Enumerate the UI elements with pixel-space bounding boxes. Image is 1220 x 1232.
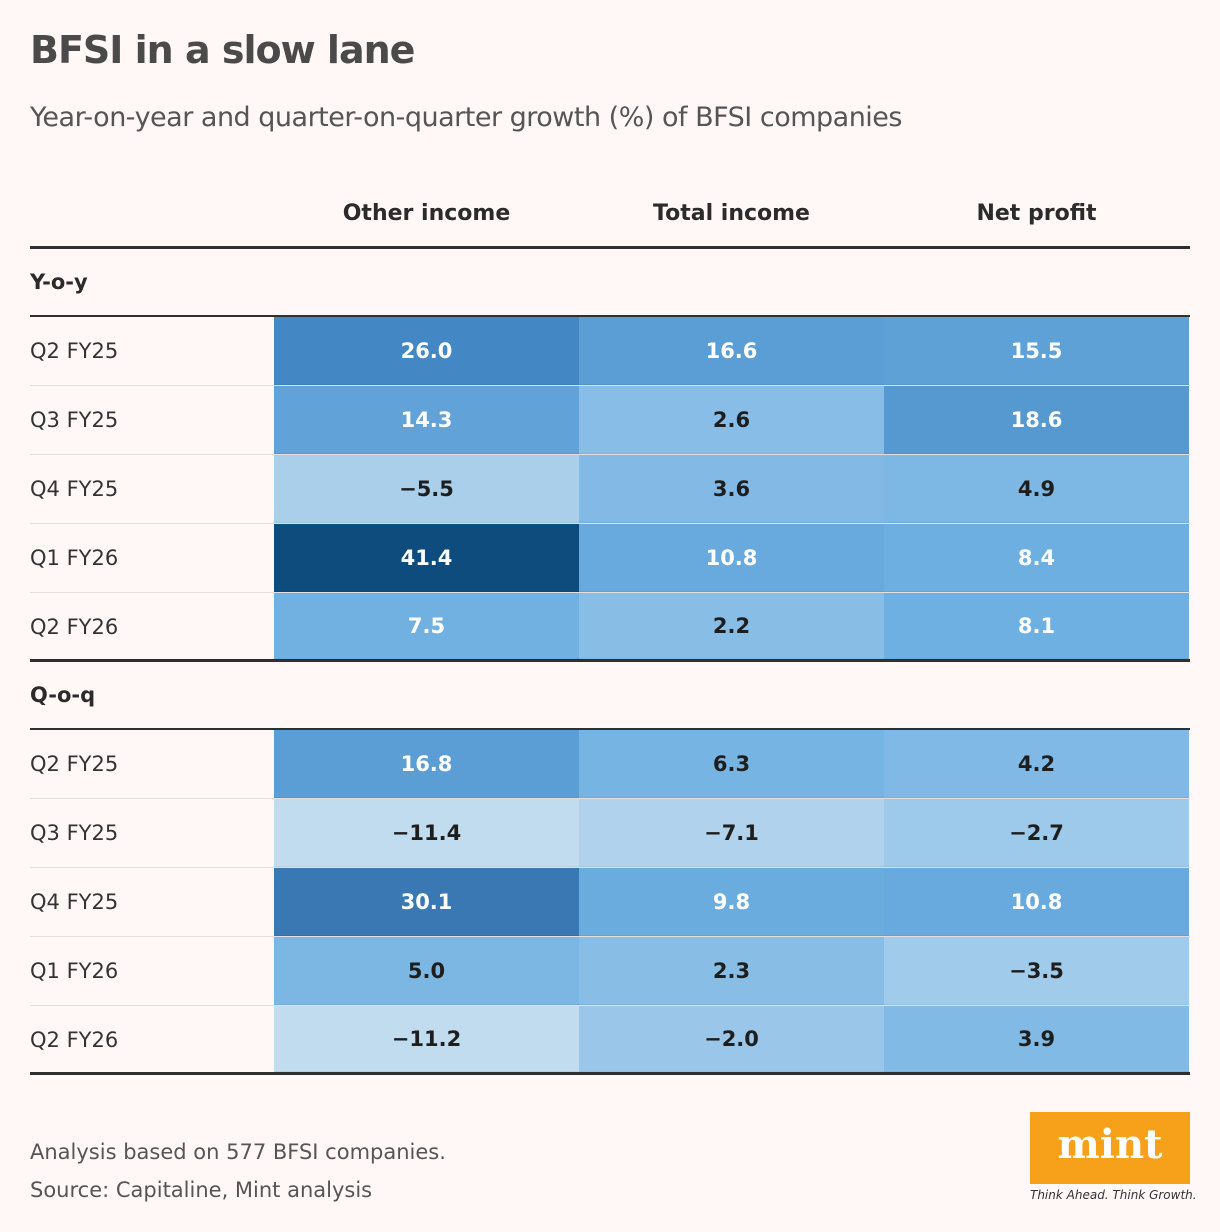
heatmap-cell: 4.9 <box>884 455 1189 523</box>
heatmap-cell: −2.7 <box>884 799 1189 867</box>
heatmap-cell: 18.6 <box>884 386 1189 454</box>
chart-title: BFSI in a slow lane <box>30 28 415 72</box>
row-label: Q1 FY26 <box>30 546 119 570</box>
note-source: Source: Capitaline, Mint analysis <box>30 1178 373 1202</box>
heatmap-cell: −3.5 <box>884 937 1189 1005</box>
table-row: Q2 FY26 −11.2 −2.0 3.9 <box>30 1006 1190 1075</box>
heatmap-cell: 4.2 <box>884 730 1189 798</box>
table-row: Q1 FY26 5.0 2.3 −3.5 <box>30 937 1190 1006</box>
heatmap-cell: 3.9 <box>884 1006 1189 1072</box>
table-row: Q4 FY25 30.1 9.8 10.8 <box>30 868 1190 937</box>
chart-subtitle: Year-on-year and quarter-on-quarter grow… <box>30 102 903 133</box>
heatmap-cell: 30.1 <box>274 868 579 936</box>
table-row: Q2 FY25 16.8 6.3 4.2 <box>30 730 1190 799</box>
column-header: Total income <box>653 200 810 226</box>
heatmap-cell: 2.2 <box>579 593 884 659</box>
header-row: Other income Total income Net profit <box>30 180 1190 249</box>
heatmap-cell: −11.2 <box>274 1006 579 1072</box>
logo-tagline: Think Ahead. Think Growth. <box>1030 1188 1197 1202</box>
heatmap-table: Other income Total income Net profit Y-o-y Q… <box>30 180 1190 1075</box>
section-rows: Q2 FY25 16.8 6.3 4.2 Q3 FY25 −11.4 −7.1 −2.7 Q4 … <box>30 730 1190 1075</box>
heatmap-cell: 8.1 <box>884 593 1189 659</box>
heatmap-cell: −5.5 <box>274 455 579 523</box>
heatmap-cell: 2.3 <box>579 937 884 1005</box>
heatmap-cell: 7.5 <box>274 593 579 659</box>
table-row: Q4 FY25 −5.5 3.6 4.9 <box>30 455 1190 524</box>
row-label: Q3 FY25 <box>30 821 119 845</box>
heatmap-cell: 16.8 <box>274 730 579 798</box>
section-rows: Q2 FY25 26.0 16.6 15.5 Q3 FY25 14.3 2.6 18.6 Q4 … <box>30 317 1190 662</box>
table-row: Q2 FY26 7.5 2.2 8.1 <box>30 593 1190 662</box>
row-label: Q3 FY25 <box>30 408 119 432</box>
row-label: Q2 FY26 <box>30 1028 119 1052</box>
heatmap-cell: 26.0 <box>274 317 579 385</box>
heatmap-cell: 10.8 <box>884 868 1189 936</box>
table-row: Q1 FY26 41.4 10.8 8.4 <box>30 524 1190 593</box>
heatmap-cell: 6.3 <box>579 730 884 798</box>
row-label: Q4 FY25 <box>30 890 119 914</box>
note-analysis: Analysis based on 577 BFSI companies. <box>30 1140 446 1164</box>
row-label: Q2 FY25 <box>30 752 119 776</box>
heatmap-cell: 41.4 <box>274 524 579 592</box>
heatmap-cell: 14.3 <box>274 386 579 454</box>
heatmap-cell: 5.0 <box>274 937 579 1005</box>
table-row: Q3 FY25 14.3 2.6 18.6 <box>30 386 1190 455</box>
heatmap-cell: 3.6 <box>579 455 884 523</box>
column-header: Other income <box>342 200 511 226</box>
heatmap-cell: −2.0 <box>579 1006 884 1072</box>
heatmap-cell: 8.4 <box>884 524 1189 592</box>
mint-logo: mint <box>1030 1112 1190 1184</box>
table-row: Q3 FY25 −11.4 −7.1 −2.7 <box>30 799 1190 868</box>
heatmap-cell: 10.8 <box>579 524 884 592</box>
row-label: Q2 FY26 <box>30 615 119 639</box>
row-label: Q4 FY25 <box>30 477 119 501</box>
heatmap-cell: 15.5 <box>884 317 1189 385</box>
row-label: Q2 FY25 <box>30 339 119 363</box>
column-header: Net profit <box>976 200 1097 226</box>
section-label: Q-o-q <box>30 662 1190 730</box>
heatmap-cell: 9.8 <box>579 868 884 936</box>
heatmap-cell: 16.6 <box>579 317 884 385</box>
heatmap-cell: −11.4 <box>274 799 579 867</box>
notes: Analysis based on 577 BFSI companies. So… <box>30 1133 446 1209</box>
heatmap-cell: 2.6 <box>579 386 884 454</box>
section-label: Y-o-y <box>30 249 1190 317</box>
heatmap-cell: −7.1 <box>579 799 884 867</box>
row-label: Q1 FY26 <box>30 959 119 983</box>
table-row: Q2 FY25 26.0 16.6 15.5 <box>30 317 1190 386</box>
